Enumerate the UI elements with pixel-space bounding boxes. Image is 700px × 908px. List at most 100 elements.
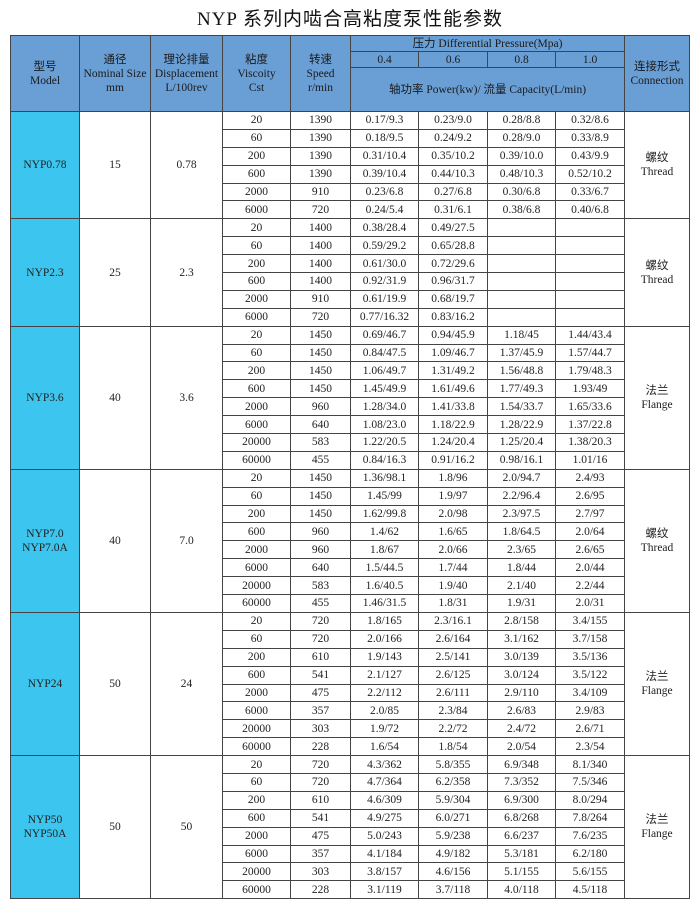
- speed-cell: 357: [290, 844, 351, 864]
- speed-cell: 1450: [290, 361, 351, 381]
- value-cell-0.8: 6.9/348: [487, 755, 556, 774]
- table-row: 200 1390 0.31/10.4 0.35/10.2 0.39/10.0 0.43/9…: [11, 146, 690, 166]
- value-cell-1.0: 0.33/6.7: [554, 182, 626, 202]
- value-cell-1.0: 2.0/44: [554, 558, 626, 578]
- value-cell-1.0: 0.43/9.9: [554, 146, 626, 166]
- table-row: 2000 910 0.61/19.9 0.68/19.7: [11, 289, 690, 309]
- value-cell-0.4: 1.6/54: [350, 737, 419, 757]
- viscosity-cell: 2000: [222, 826, 291, 846]
- displacement-cell: 0.78: [150, 110, 223, 220]
- value-cell-0.6: 2.3/16.1: [418, 611, 488, 631]
- header-pressure-0.6: 0.6: [418, 51, 488, 68]
- header-pressure-1.0: 1.0: [554, 51, 626, 68]
- nominal-size-cell: 25: [79, 218, 151, 327]
- value-cell-1.0: [554, 236, 626, 256]
- speed-cell: 357: [290, 701, 351, 721]
- connection-cell: 法兰 Flange: [624, 325, 691, 470]
- value-cell-0.4: 4.9/275: [350, 808, 419, 828]
- viscosity-cell: 6000: [222, 558, 291, 578]
- value-cell-0.6: 5.8/355: [418, 755, 488, 774]
- value-cell-0.4: 0.17/9.3: [350, 111, 419, 130]
- value-cell-1.0: 0.52/10.2: [554, 164, 626, 184]
- value-cell-0.6: 2.6/164: [418, 629, 488, 649]
- value-cell-0.4: 0.69/46.7: [350, 325, 419, 345]
- value-cell-1.0: 2.0/64: [554, 522, 626, 542]
- value-cell-0.8: 0.98/16.1: [487, 450, 556, 470]
- viscosity-cell: 600: [222, 272, 291, 291]
- viscosity-cell: 600: [222, 808, 291, 828]
- value-cell-0.4: 1.08/23.0: [350, 415, 419, 435]
- viscosity-cell: 60: [222, 236, 291, 256]
- table-row: 20000 303 1.9/72 2.2/72 2.4/72 2.6/71: [11, 719, 690, 739]
- value-cell-0.8: [487, 218, 556, 238]
- value-cell-1.0: 3.7/158: [554, 629, 626, 649]
- value-cell-0.4: 3.8/157: [350, 862, 419, 882]
- viscosity-cell: 60000: [222, 880, 291, 900]
- value-cell-0.6: 0.94/45.9: [418, 325, 488, 345]
- speed-cell: 910: [290, 289, 351, 309]
- table-row: 60 1450 1.45/99 1.9/97 2.2/96.4 2.6/95: [11, 486, 690, 506]
- speed-cell: 228: [290, 737, 351, 757]
- table-row: 2000 960 1.8/67 2.0/66 2.3/65 2.6/65: [11, 540, 690, 560]
- value-cell-0.6: 1.7/44: [418, 558, 488, 578]
- header-speed: 转速 Speed r/min: [290, 35, 351, 112]
- value-cell-1.0: 7.5/346: [554, 772, 626, 792]
- viscosity-cell: 6000: [222, 844, 291, 864]
- value-cell-0.8: 3.0/124: [487, 665, 556, 685]
- value-cell-1.0: 2.9/83: [554, 701, 626, 721]
- value-cell-1.0: 6.2/180: [554, 844, 626, 864]
- speed-cell: 1400: [290, 254, 351, 274]
- value-cell-0.6: 0.31/6.1: [418, 200, 488, 220]
- value-cell-0.4: 0.31/10.4: [350, 146, 419, 166]
- value-cell-1.0: [554, 254, 626, 274]
- viscosity-cell: 60: [222, 629, 291, 649]
- value-cell-0.8: 0.28/8.8: [487, 111, 556, 130]
- value-cell-0.8: 1.25/20.4: [487, 433, 556, 452]
- value-cell-0.6: 1.8/31: [418, 594, 488, 613]
- value-cell-1.0: 7.6/235: [554, 826, 626, 846]
- table-row: 60000 455 0.84/16.3 0.91/16.2 0.98/16.1 1.01/…: [11, 450, 690, 470]
- value-cell-1.0: 3.4/109: [554, 683, 626, 703]
- nominal-size-cell: 15: [79, 110, 151, 220]
- value-cell-0.6: 0.65/28.8: [418, 236, 488, 256]
- viscosity-cell: 2000: [222, 289, 291, 309]
- speed-cell: 640: [290, 415, 351, 435]
- value-cell-0.8: 0.30/6.8: [487, 182, 556, 202]
- value-cell-0.4: 4.7/364: [350, 772, 419, 792]
- value-cell-0.8: 1.8/64.5: [487, 522, 556, 542]
- value-cell-0.4: 0.84/47.5: [350, 343, 419, 363]
- value-cell-0.4: 2.1/127: [350, 665, 419, 685]
- value-cell-1.0: 8.0/294: [554, 790, 626, 810]
- page-title: NYP 系列内啮合高粘度泵性能参数: [196, 9, 504, 30]
- value-cell-1.0: 2.2/44: [554, 576, 626, 596]
- value-cell-0.8: 1.28/22.9: [487, 415, 556, 435]
- viscosity-cell: 60: [222, 772, 291, 792]
- value-cell-1.0: 3.5/136: [554, 647, 626, 667]
- model-cell: NYP3.6: [10, 325, 80, 470]
- table-row: 60000 228 3.1/119 3.7/118 4.0/118 4.5/118: [11, 880, 690, 900]
- viscosity-cell: 6000: [222, 200, 291, 220]
- speed-cell: 960: [290, 522, 351, 542]
- value-cell-0.8: [487, 272, 556, 291]
- value-cell-0.6: 0.96/31.7: [418, 272, 488, 291]
- value-cell-0.6: 2.0/66: [418, 540, 488, 560]
- value-cell-0.6: 1.41/33.8: [418, 397, 488, 417]
- value-cell-1.0: 0.40/6.8: [554, 200, 626, 220]
- table-row: NYP24 50 24 20 720 1.8/165 2.3/16.1 2.8/158 3.4/…: [10, 611, 691, 757]
- header-power-capacity: 轴功率 Power(kw)/ 流量 Capacity(L/min): [349, 67, 626, 112]
- value-cell-0.4: 1.46/31.5: [350, 594, 419, 613]
- speed-cell: 455: [290, 450, 351, 470]
- table-row: NYP2.3 25 2.3 20 1400 0.38/28.4 0.49/27.5 螺纹 Thr…: [10, 218, 691, 327]
- value-cell-0.6: 1.9/40: [418, 576, 488, 596]
- table-row: 200 610 1.9/143 2.5/141 3.0/139 3.5/136: [11, 647, 690, 667]
- value-cell-0.4: 1.06/49.7: [350, 361, 419, 381]
- value-cell-0.6: 1.61/49.6: [418, 379, 488, 399]
- viscosity-cell: 200: [222, 254, 291, 274]
- value-cell-0.6: 0.44/10.3: [418, 164, 488, 184]
- nominal-size-cell: 50: [79, 611, 151, 757]
- value-cell-0.8: [487, 307, 556, 327]
- viscosity-cell: 60: [222, 343, 291, 363]
- speed-cell: 1450: [290, 504, 351, 524]
- value-cell-0.8: 1.54/33.7: [487, 397, 556, 417]
- value-cell-1.0: 8.1/340: [554, 755, 626, 774]
